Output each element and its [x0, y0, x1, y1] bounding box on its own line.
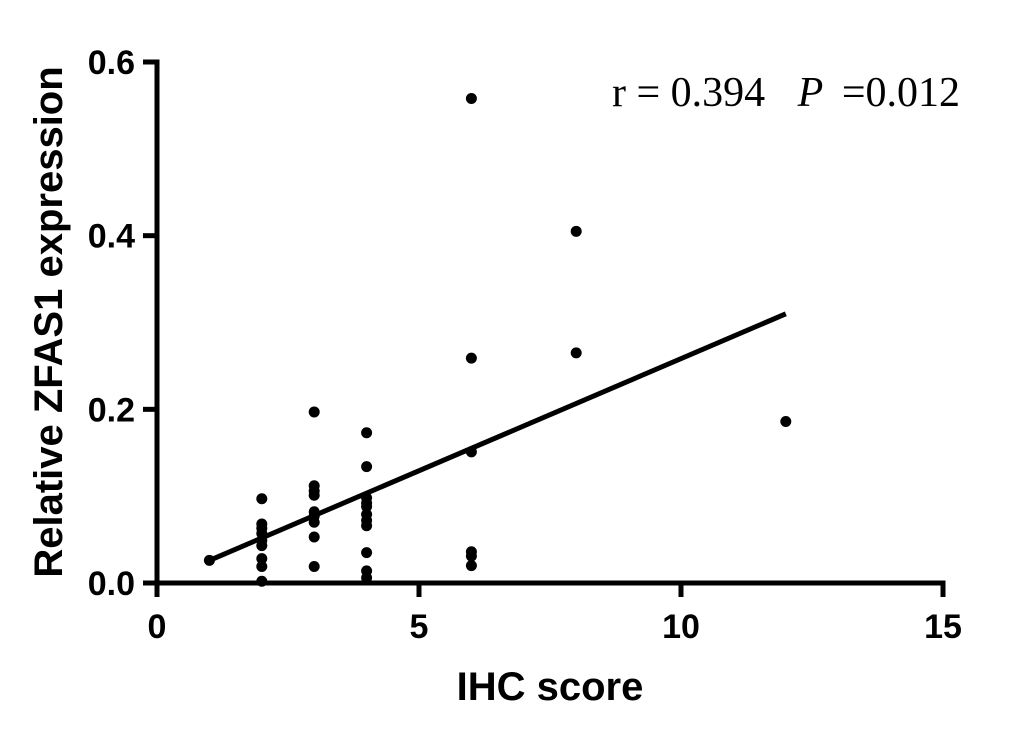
y-tick-label: 0.0: [88, 565, 135, 603]
data-point: [465, 446, 477, 458]
x-tick-label: 10: [662, 608, 700, 646]
data-point: [361, 461, 373, 473]
data-point: [465, 92, 477, 104]
correlation-annotation: r = 0.394 P =0.012: [612, 70, 960, 116]
data-point: [256, 493, 268, 505]
data-point: [361, 501, 373, 513]
data-points: [203, 92, 792, 587]
data-point: [361, 427, 373, 439]
data-point: [361, 572, 373, 584]
x-tick-label: 15: [924, 608, 962, 646]
y-tick-label: 0.4: [88, 218, 135, 256]
x-tick-label: 5: [410, 608, 429, 646]
p-value-text: =0.012: [842, 70, 960, 116]
data-point: [361, 520, 373, 532]
data-point: [256, 540, 268, 552]
data-point: [256, 575, 268, 587]
p-label-text: P: [797, 70, 824, 116]
data-point: [308, 406, 320, 418]
y-tick-label: 0.2: [88, 391, 135, 429]
x-tick-label: 0: [148, 608, 167, 646]
data-point: [465, 550, 477, 562]
ticks: 0 5 10 15 0.0 0.2 0.4 0.6: [88, 44, 962, 646]
y-axis-title: Relative ZFAS1 expression: [27, 66, 71, 577]
data-point: [780, 415, 792, 427]
data-point: [465, 560, 477, 572]
r-value-text: r = 0.394: [612, 70, 765, 116]
data-point: [256, 561, 268, 573]
regression-line: [208, 311, 787, 563]
data-point: [256, 553, 268, 565]
x-axis-label: IHC score: [457, 665, 644, 709]
data-point: [570, 225, 582, 237]
data-point: [465, 352, 477, 364]
regression-line-group: [208, 311, 787, 563]
axes: [154, 59, 946, 586]
data-point: [361, 547, 373, 559]
data-point: [308, 489, 320, 501]
data-point: [570, 347, 582, 359]
y-tick-label: 0.6: [88, 44, 135, 82]
data-point: [203, 554, 215, 566]
y-axis-label: Relative ZFAS1 expression: [27, 66, 71, 577]
data-point: [308, 516, 320, 528]
data-point: [308, 531, 320, 543]
data-point: [308, 561, 320, 573]
